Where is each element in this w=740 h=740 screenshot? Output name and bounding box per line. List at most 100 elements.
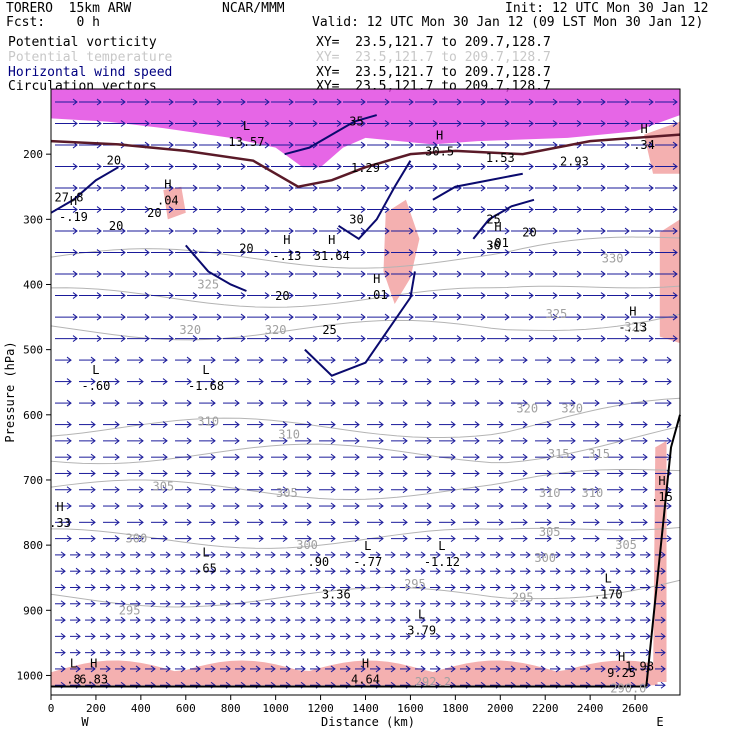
vector-head [144,270,150,278]
theta-label: 310 [278,427,300,441]
vector-head [120,227,126,235]
vector-head [510,600,516,608]
vector-head [96,292,102,299]
vector-head [426,421,432,428]
vector-head [285,551,291,559]
vector-head [168,163,174,170]
vector-head [354,378,360,385]
theta-label: 310 [197,414,219,428]
vector-head [312,227,318,235]
vector-head [360,120,366,127]
vector-head [210,584,216,591]
vector-head [522,486,528,494]
vector-head [186,356,192,364]
vector-head [288,335,294,342]
vector-head [75,616,81,624]
vector-head [375,584,381,591]
vector-head [258,486,264,494]
vector-head [336,206,342,213]
vector-head [360,584,366,591]
vector-head [546,421,552,428]
extremum-mark: H [629,305,636,319]
vector-head [90,551,96,559]
vector-head [72,206,78,213]
vector-head [624,292,630,299]
theta-label: 295 [119,603,141,617]
vector-head [105,551,111,559]
vector-head [192,313,198,321]
vector-head [384,141,390,149]
vector-head [150,567,156,575]
vector-head [216,292,222,299]
vector-head [450,486,456,494]
vector-head [525,567,531,575]
vector-head [282,518,288,526]
vector-head [555,584,561,591]
vector-head [96,184,102,192]
vector-head [408,335,414,342]
vector-head [234,486,240,494]
vector-head [168,184,174,192]
vector-head [390,649,396,657]
vector-head [60,649,66,657]
vector-head [288,227,294,235]
vector-head [312,98,318,106]
vector-head [375,665,381,673]
vector-head [312,270,318,278]
vector-head [210,665,216,673]
extremum-value: .33 [49,516,71,530]
vector-head [615,551,621,559]
vector-head [672,98,678,106]
vector-head [642,486,648,494]
vector-head [426,486,432,494]
vector-head [114,502,120,510]
vector-head [336,163,342,170]
vector-head [162,356,168,364]
vector-head [450,551,456,559]
vector-head [282,356,288,364]
vector-head [360,270,366,278]
theta-contour [50,236,681,269]
vector-head [618,378,624,385]
vector-head [510,584,516,591]
vector-head [258,437,264,445]
vector-head [330,453,336,461]
vector-head [60,584,66,591]
vector-head [528,98,534,106]
vector-head [180,632,186,640]
vector-head [408,270,414,278]
vector-head [234,378,240,385]
vector-head [618,535,624,543]
vector-head [300,632,306,640]
vector-head [258,470,264,477]
vector-head [330,535,336,543]
vector-head [645,632,651,640]
vector-head [288,141,294,149]
vector-head [345,632,351,640]
vector-head [345,600,351,608]
extremum-value: 27.8 [55,190,84,204]
vector-head [66,535,72,543]
extremum-mark: H [362,656,369,670]
vector-head [645,600,651,608]
x-tick-label: 200 [86,702,106,715]
wind-label: 20 [522,225,536,239]
vector-head [264,206,270,213]
vector-head [498,421,504,428]
vector-head [645,567,651,575]
vector-head [336,141,342,149]
vector-head [402,421,408,428]
vector-head [402,518,408,526]
vector-head [648,98,654,106]
vector-head [384,313,390,321]
vector-head [528,335,534,342]
vector-head [270,584,276,591]
extremum-value: 2.93 [560,154,589,168]
vector-head [522,437,528,445]
vector-head [360,313,366,321]
vector-head [135,649,141,657]
vector-head [624,227,630,235]
vector-head [282,421,288,428]
vector-head [594,399,600,407]
vector-head [384,184,390,192]
